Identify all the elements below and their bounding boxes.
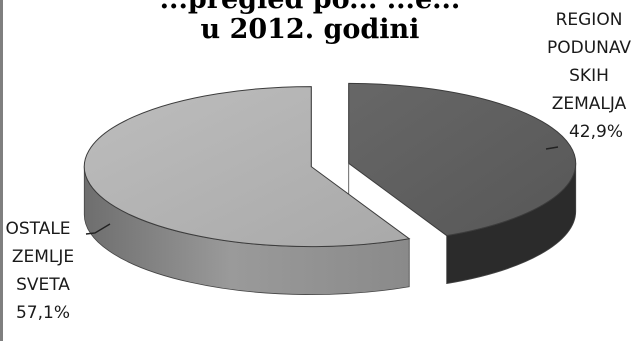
slice-value-ostale: 57,1% bbox=[15, 303, 70, 323]
leader-line-region bbox=[545, 146, 559, 150]
leader-line-ostale bbox=[85, 223, 111, 235]
image-left-border bbox=[0, 0, 3, 341]
slice-region-top bbox=[348, 82, 577, 237]
slice-label-ostale-line-1: OSTALE bbox=[5, 219, 71, 239]
slice-label-region-line-1: REGION bbox=[555, 10, 623, 30]
slice-value-region: 42,9% bbox=[568, 122, 623, 142]
slice-label-ostale-line-2: ZEMLJE bbox=[11, 247, 75, 267]
slice-label-ostale-line-3: SVETA bbox=[16, 275, 70, 295]
slice-label-region-line-2: PODUNAV bbox=[546, 38, 632, 58]
slice-ostale-top bbox=[83, 86, 411, 248]
slice-label-region: REGION PODUNAV SKIH ZEMALJA 42,9% bbox=[534, 6, 644, 146]
chart-title-line-2: u 2012. godini bbox=[200, 14, 420, 45]
chart-title-line-1: ...pregled po... ...e... bbox=[60, 0, 560, 16]
slice-label-ostale: OSTALE ZEMLJE SVETA 57,1% bbox=[0, 215, 86, 327]
slice-label-region-line-3: SKIH bbox=[569, 66, 609, 86]
slice-label-region-line-4: ZEMALJA bbox=[551, 94, 627, 114]
